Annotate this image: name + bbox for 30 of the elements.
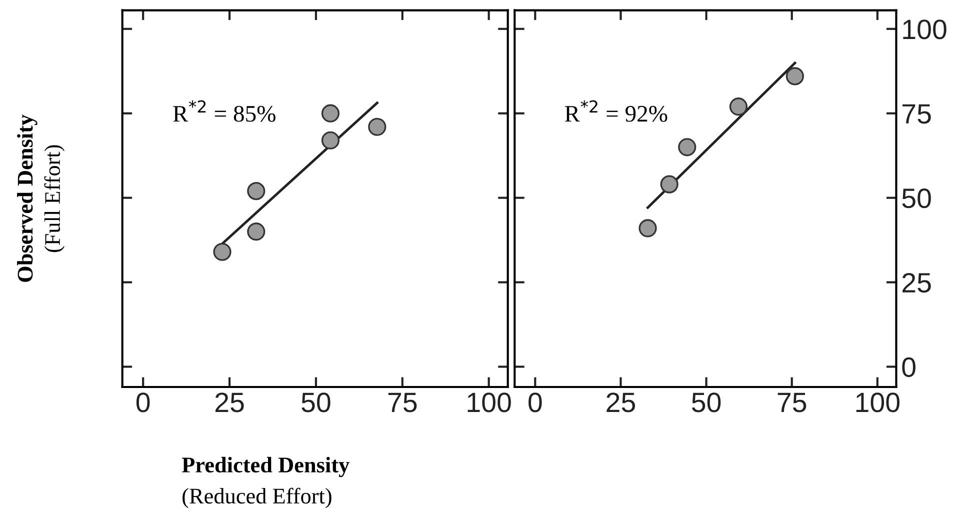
point (638, 219, 657, 238)
x-tick-label: 100 (856, 392, 900, 412)
y-axis-title: Observed Density (Full Effort) (17, 114, 65, 282)
point (678, 138, 696, 156)
y-tick-label: 50 (902, 188, 931, 208)
point (729, 98, 748, 116)
point (247, 222, 266, 241)
x-tick-label: 50 (302, 392, 330, 412)
x-tick-label: 100 (468, 392, 511, 412)
point (368, 118, 386, 136)
point (213, 242, 232, 261)
x-axis-title: Predicted Density (Reduced Effort) (182, 456, 350, 508)
x-tick-label: 0 (136, 392, 150, 412)
y-tick-label: 100 (903, 20, 946, 40)
point (660, 175, 678, 194)
x-tick-label: 75 (778, 392, 806, 412)
x-tick-label: 25 (606, 392, 636, 412)
y-tick-label: 25 (902, 272, 931, 293)
annotation: R$^{*2}$ = 92% (564, 100, 668, 122)
x-tick-label: 0 (528, 392, 542, 412)
x-tick-label: 50 (692, 392, 721, 412)
x-tick-label: 25 (215, 392, 244, 412)
x-tick-label: 75 (388, 392, 417, 412)
y-tick-label: 0 (902, 357, 916, 378)
point (321, 131, 340, 150)
point (247, 182, 266, 200)
annotation: R$^{*2}$ = 85% (173, 100, 276, 122)
point (786, 67, 804, 86)
y-tick-label: 75 (902, 104, 931, 124)
point (321, 104, 340, 122)
